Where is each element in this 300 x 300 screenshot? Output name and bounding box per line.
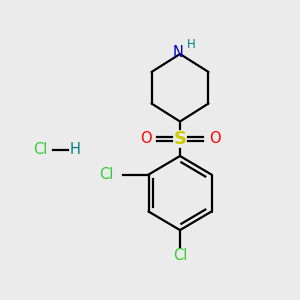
Text: N: N	[172, 45, 183, 60]
Text: Cl: Cl	[173, 248, 187, 263]
Text: H: H	[187, 38, 196, 52]
Text: O: O	[140, 131, 151, 146]
Text: O: O	[209, 131, 220, 146]
Text: S: S	[173, 130, 187, 148]
Text: H: H	[70, 142, 80, 158]
Text: Cl: Cl	[99, 167, 114, 182]
Text: Cl: Cl	[33, 142, 48, 158]
